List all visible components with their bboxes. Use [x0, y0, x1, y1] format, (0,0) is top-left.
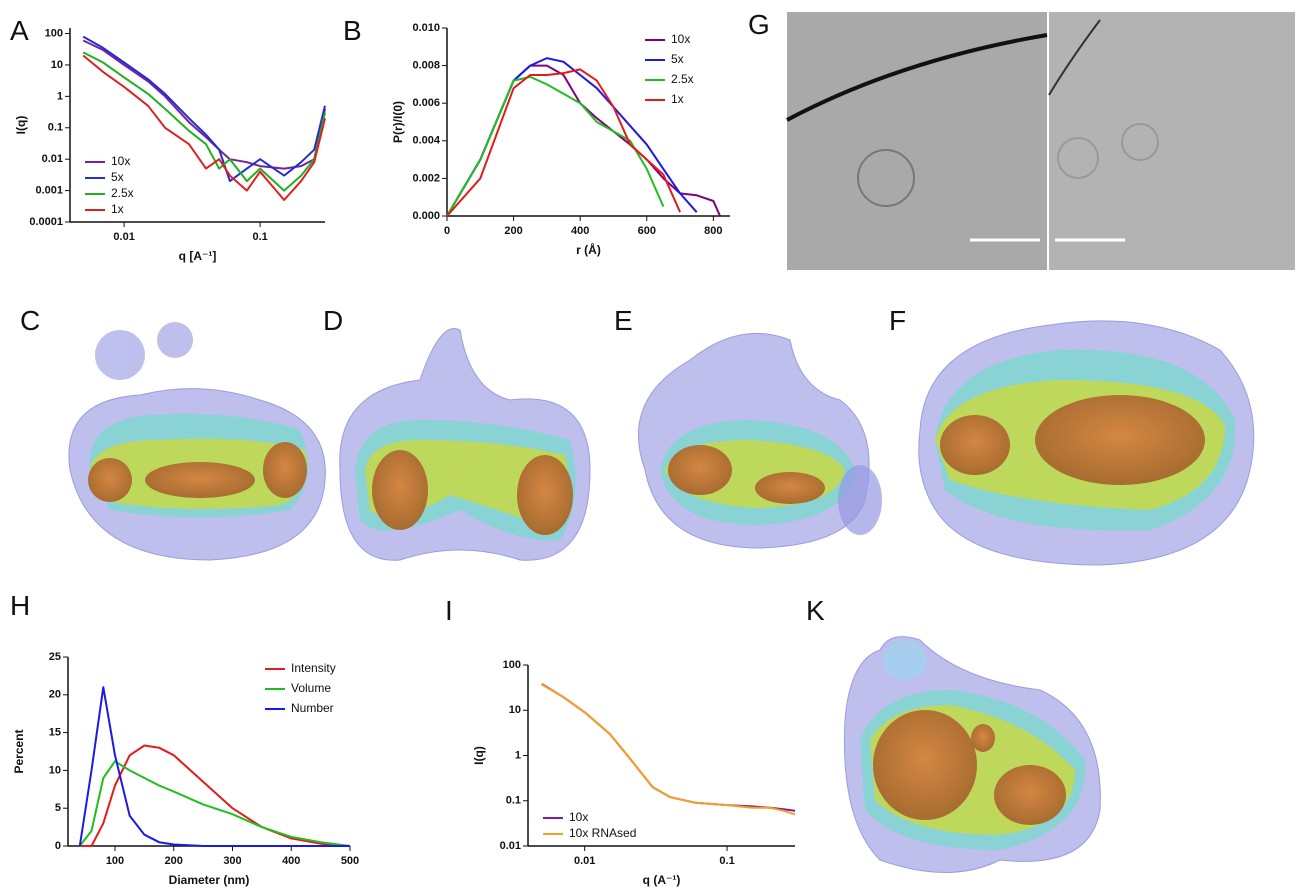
series-line — [82, 54, 326, 201]
legend-label: 2.5x — [671, 72, 694, 86]
x-tick-label: 100 — [106, 855, 124, 867]
y-tick-label: 25 — [49, 651, 61, 663]
series-line — [82, 35, 326, 183]
y-tick-label: 0.1 — [48, 122, 63, 134]
legend-label: 2.5x — [111, 186, 134, 200]
y-tick-label: 0.002 — [412, 172, 440, 184]
y-tick-label: 0.000 — [412, 210, 440, 222]
y-tick-label: 0.0001 — [29, 216, 63, 228]
legend-label: 5x — [111, 170, 124, 184]
y-axis-label: I(q) — [472, 746, 486, 765]
x-axis-label: q [A⁻¹] — [179, 249, 217, 263]
x-tick-label: 0.01 — [113, 231, 134, 243]
panel-letter: C — [20, 305, 40, 336]
model-e — [637, 332, 882, 549]
series-line — [79, 760, 351, 847]
model-k — [843, 636, 1101, 873]
legend-label: 5x — [671, 52, 684, 66]
model-f — [918, 320, 1255, 566]
y-tick-label: 0.001 — [35, 184, 63, 196]
y-tick-label: 5 — [55, 802, 61, 814]
panel-letter: E — [614, 305, 633, 336]
legend-label: 1x — [111, 202, 124, 216]
legend-label: Intensity — [291, 661, 336, 675]
series-line — [446, 57, 698, 217]
chart: H 0 5 10 15 20 25 100 200 300 400 500 Diameter (nm) P… — [10, 590, 359, 887]
legend-label: Volume — [291, 681, 331, 695]
panel-letter: I — [445, 595, 453, 626]
panel-letter: A — [10, 15, 29, 46]
legend-label: 1x — [671, 92, 684, 106]
panel-letter: K — [806, 595, 825, 626]
x-axis-label: r (Å) — [576, 242, 601, 257]
micrograph — [786, 12, 1295, 270]
y-tick-label: 0.01 — [500, 840, 521, 852]
series-line — [78, 686, 350, 847]
model-c — [68, 322, 326, 561]
x-tick-label: 0.01 — [574, 855, 595, 867]
panel-letter: H — [10, 590, 30, 621]
y-tick-label: 20 — [49, 689, 61, 701]
y-tick-label: 0.01 — [42, 153, 63, 165]
x-axis-label: Diameter (nm) — [169, 873, 250, 887]
legend-label: 10x — [111, 154, 130, 168]
y-tick-label: 100 — [45, 27, 63, 39]
x-tick-label: 200 — [165, 855, 183, 867]
y-tick-label: 0.1 — [506, 795, 521, 807]
legend-label: Number — [291, 701, 334, 715]
series-line — [446, 68, 682, 217]
series-line — [82, 51, 326, 192]
chart: A 0.0001 0.001 0.01 0.1 1 10 100 0.01 0.1 q [A⁻¹] I… — [10, 15, 326, 263]
y-tick-label: 100 — [503, 659, 521, 671]
y-axis-label: I(q) — [14, 116, 28, 135]
chart: B 0.000 0.002 0.004 0.006 0.008 0.010 0 200 400 60… — [343, 15, 730, 257]
x-tick-label: 400 — [282, 855, 300, 867]
panel-letter: D — [323, 305, 343, 336]
panel-letters: G C D E F K — [20, 9, 906, 626]
x-tick-label: 300 — [223, 855, 241, 867]
x-tick-label: 200 — [504, 225, 522, 237]
y-tick-label: 10 — [51, 59, 63, 71]
x-tick-label: 0 — [444, 225, 450, 237]
y-tick-label: 10 — [49, 764, 61, 776]
model-d — [339, 328, 591, 561]
x-tick-label: 600 — [638, 225, 656, 237]
panel-letter: B — [343, 15, 362, 46]
panel-letter: G — [748, 9, 770, 40]
x-tick-label: 0.1 — [719, 855, 734, 867]
y-axis-label: P(r)/I(0) — [391, 101, 405, 143]
y-tick-label: 0.008 — [412, 60, 440, 72]
x-axis-label: q (A⁻¹) — [643, 873, 681, 887]
legend-label: 10x — [569, 810, 588, 824]
y-tick-label: 0.004 — [412, 135, 440, 147]
y-tick-label: 1 — [515, 749, 521, 761]
panel-letter: F — [889, 305, 906, 336]
y-tick-label: 0 — [55, 840, 61, 852]
x-tick-label: 0.1 — [252, 231, 267, 243]
y-tick-label: 0.006 — [412, 97, 440, 109]
series-line — [541, 683, 796, 816]
x-tick-label: 800 — [704, 225, 722, 237]
legend-label: 10x RNAsed — [569, 826, 636, 840]
series-line — [541, 683, 796, 812]
y-tick-label: 10 — [509, 704, 521, 716]
y-tick-label: 1 — [57, 90, 63, 102]
series-line — [446, 75, 665, 217]
y-tick-label: 0.010 — [412, 22, 440, 34]
series-line — [79, 744, 351, 847]
y-tick-label: 15 — [49, 727, 61, 739]
x-tick-label: 500 — [341, 855, 359, 867]
chart: I 0.01 0.1 1 10 100 0.01 0.1 q (A⁻¹) I(q) 10x 10x R… — [445, 595, 796, 887]
x-tick-label: 400 — [571, 225, 589, 237]
legend-label: 10x — [671, 32, 690, 46]
y-axis-label: Percent — [12, 729, 26, 773]
